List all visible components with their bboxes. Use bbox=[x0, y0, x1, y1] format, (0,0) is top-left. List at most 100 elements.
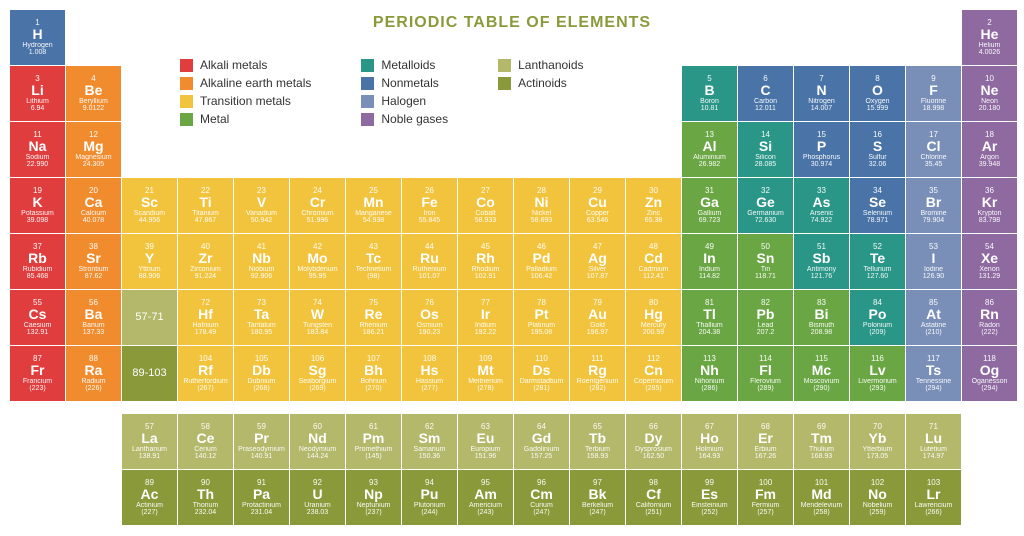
atomic-mass: (268) bbox=[253, 385, 269, 392]
element-name: Nickel bbox=[532, 210, 551, 217]
element-name: Praseodymium bbox=[238, 446, 285, 453]
element-symbol: Rb bbox=[28, 251, 47, 266]
atomic-number: 1 bbox=[35, 19, 39, 27]
atomic-mass: 167.26 bbox=[755, 453, 776, 460]
element-cell-Ac: 89AcActinium(227) bbox=[122, 470, 177, 525]
placeholder-89-103: 89-103 bbox=[122, 346, 177, 401]
atomic-number: 35 bbox=[929, 187, 938, 195]
element-name: Copper bbox=[586, 210, 609, 217]
element-symbol: B bbox=[704, 83, 714, 98]
element-cell-Be: 4BeBeryllium9.0122 bbox=[66, 66, 121, 121]
atomic-number: 74 bbox=[313, 299, 322, 307]
element-name: Neodymium bbox=[299, 446, 336, 453]
atomic-mass: 232.04 bbox=[195, 509, 216, 516]
element-name: Berkelium bbox=[582, 502, 613, 509]
element-cell-No: 102NoNobelium(259) bbox=[850, 470, 905, 525]
element-cell-Ta: 73TaTantalum180.95 bbox=[234, 290, 289, 345]
atomic-mass: 102.91 bbox=[475, 273, 496, 280]
atomic-mass: 14.007 bbox=[811, 105, 832, 112]
atomic-number: 112 bbox=[647, 355, 660, 363]
element-symbol: K bbox=[32, 195, 42, 210]
element-cell-Lv: 116LvLivermorium(293) bbox=[850, 346, 905, 401]
atomic-number: 39 bbox=[145, 243, 154, 251]
atomic-mass: (237) bbox=[365, 509, 381, 516]
element-symbol: Ar bbox=[982, 139, 998, 154]
element-cell-Dy: 66DyDysprosium162.50 bbox=[626, 414, 681, 469]
element-cell-Cm: 96CmCurium(247) bbox=[514, 470, 569, 525]
atomic-number: 88 bbox=[89, 355, 98, 363]
element-cell-Hf: 72HfHafnium178.49 bbox=[178, 290, 233, 345]
element-name: Astatine bbox=[921, 322, 946, 329]
element-name: Lutetium bbox=[920, 446, 947, 453]
atomic-mass: 63.546 bbox=[587, 217, 608, 224]
element-cell-At: 85AtAstatine(210) bbox=[906, 290, 961, 345]
element-cell-Ga: 31GaGallium69.723 bbox=[682, 178, 737, 233]
element-name: Barium bbox=[82, 322, 104, 329]
element-symbol: Fr bbox=[31, 363, 45, 378]
atomic-number: 110 bbox=[535, 355, 548, 363]
element-cell-Th: 90ThThorium232.04 bbox=[178, 470, 233, 525]
element-symbol: At bbox=[926, 307, 941, 322]
element-symbol: Kr bbox=[982, 195, 998, 210]
element-cell-Nh: 113NhNihonium(286) bbox=[682, 346, 737, 401]
atomic-mass: 44.956 bbox=[139, 217, 160, 224]
atomic-number: 9 bbox=[931, 75, 935, 83]
atomic-number: 101 bbox=[815, 479, 828, 487]
element-cell-W: 74WTungsten183.84 bbox=[290, 290, 345, 345]
element-cell-Se: 34SeSelenium78.971 bbox=[850, 178, 905, 233]
atomic-mass: (289) bbox=[757, 385, 773, 392]
atomic-number: 16 bbox=[873, 131, 882, 139]
element-symbol: Rg bbox=[588, 363, 607, 378]
element-name: Neptunium bbox=[357, 502, 391, 509]
element-symbol: Ta bbox=[254, 307, 269, 322]
element-cell-Ar: 18ArArgon39.948 bbox=[962, 122, 1017, 177]
element-symbol: Ac bbox=[141, 487, 159, 502]
element-name: Sulfur bbox=[868, 154, 886, 161]
element-name: Americium bbox=[469, 502, 502, 509]
element-symbol: Mc bbox=[812, 363, 831, 378]
element-name: Molybdenum bbox=[297, 266, 337, 273]
element-symbol: Lv bbox=[869, 363, 885, 378]
element-symbol: Na bbox=[29, 139, 47, 154]
atomic-mass: 195.08 bbox=[531, 329, 552, 336]
element-name: Darmstadtium bbox=[520, 378, 564, 385]
element-cell-Cu: 29CuCopper63.546 bbox=[570, 178, 625, 233]
placeholder-label: 89-103 bbox=[132, 368, 166, 380]
atomic-number: 79 bbox=[593, 299, 602, 307]
element-name: Scandium bbox=[134, 210, 165, 217]
atomic-mass: 192.22 bbox=[475, 329, 496, 336]
element-cell-Pa: 91PaProtactinium231.04 bbox=[234, 470, 289, 525]
atomic-mass: 150.36 bbox=[419, 453, 440, 460]
atomic-mass: 65.38 bbox=[645, 217, 663, 224]
element-cell-Ts: 117TsTennessine(294) bbox=[906, 346, 961, 401]
atomic-number: 94 bbox=[425, 479, 434, 487]
element-symbol: Sn bbox=[757, 251, 775, 266]
atomic-mass: 174.97 bbox=[923, 453, 944, 460]
element-name: Terbium bbox=[585, 446, 610, 453]
element-cell-Pm: 61PmPromethium(145) bbox=[346, 414, 401, 469]
element-symbol: Y bbox=[145, 251, 154, 266]
element-cell-Co: 27CoCobalt58.933 bbox=[458, 178, 513, 233]
atomic-number: 14 bbox=[761, 131, 770, 139]
atomic-number: 47 bbox=[593, 243, 602, 251]
element-symbol: Fl bbox=[759, 363, 771, 378]
element-cell-Pu: 94PuPlutonium(244) bbox=[402, 470, 457, 525]
atomic-number: 6 bbox=[763, 75, 767, 83]
atomic-mass: 207.2 bbox=[757, 329, 775, 336]
atomic-mass: (290) bbox=[813, 385, 829, 392]
element-name: Roentgenium bbox=[577, 378, 619, 385]
element-cell-F: 9FFluorine18.998 bbox=[906, 66, 961, 121]
element-cell-Rn: 86RnRadon(222) bbox=[962, 290, 1017, 345]
element-name: Europium bbox=[471, 446, 501, 453]
atomic-number: 69 bbox=[817, 423, 826, 431]
element-name: Cadmium bbox=[639, 266, 669, 273]
main-grid: 1HHydrogen1.0082HeHelium4.00263LiLithium… bbox=[10, 10, 1017, 401]
element-name: Iron bbox=[423, 210, 435, 217]
atomic-number: 98 bbox=[649, 479, 658, 487]
atomic-mass: 131.29 bbox=[979, 273, 1000, 280]
element-cell-Cl: 17ClChlorine35.45 bbox=[906, 122, 961, 177]
atomic-mass: (267) bbox=[197, 385, 213, 392]
element-name: Gadolinium bbox=[524, 446, 559, 453]
atomic-number: 36 bbox=[985, 187, 994, 195]
element-symbol: Be bbox=[85, 83, 103, 98]
